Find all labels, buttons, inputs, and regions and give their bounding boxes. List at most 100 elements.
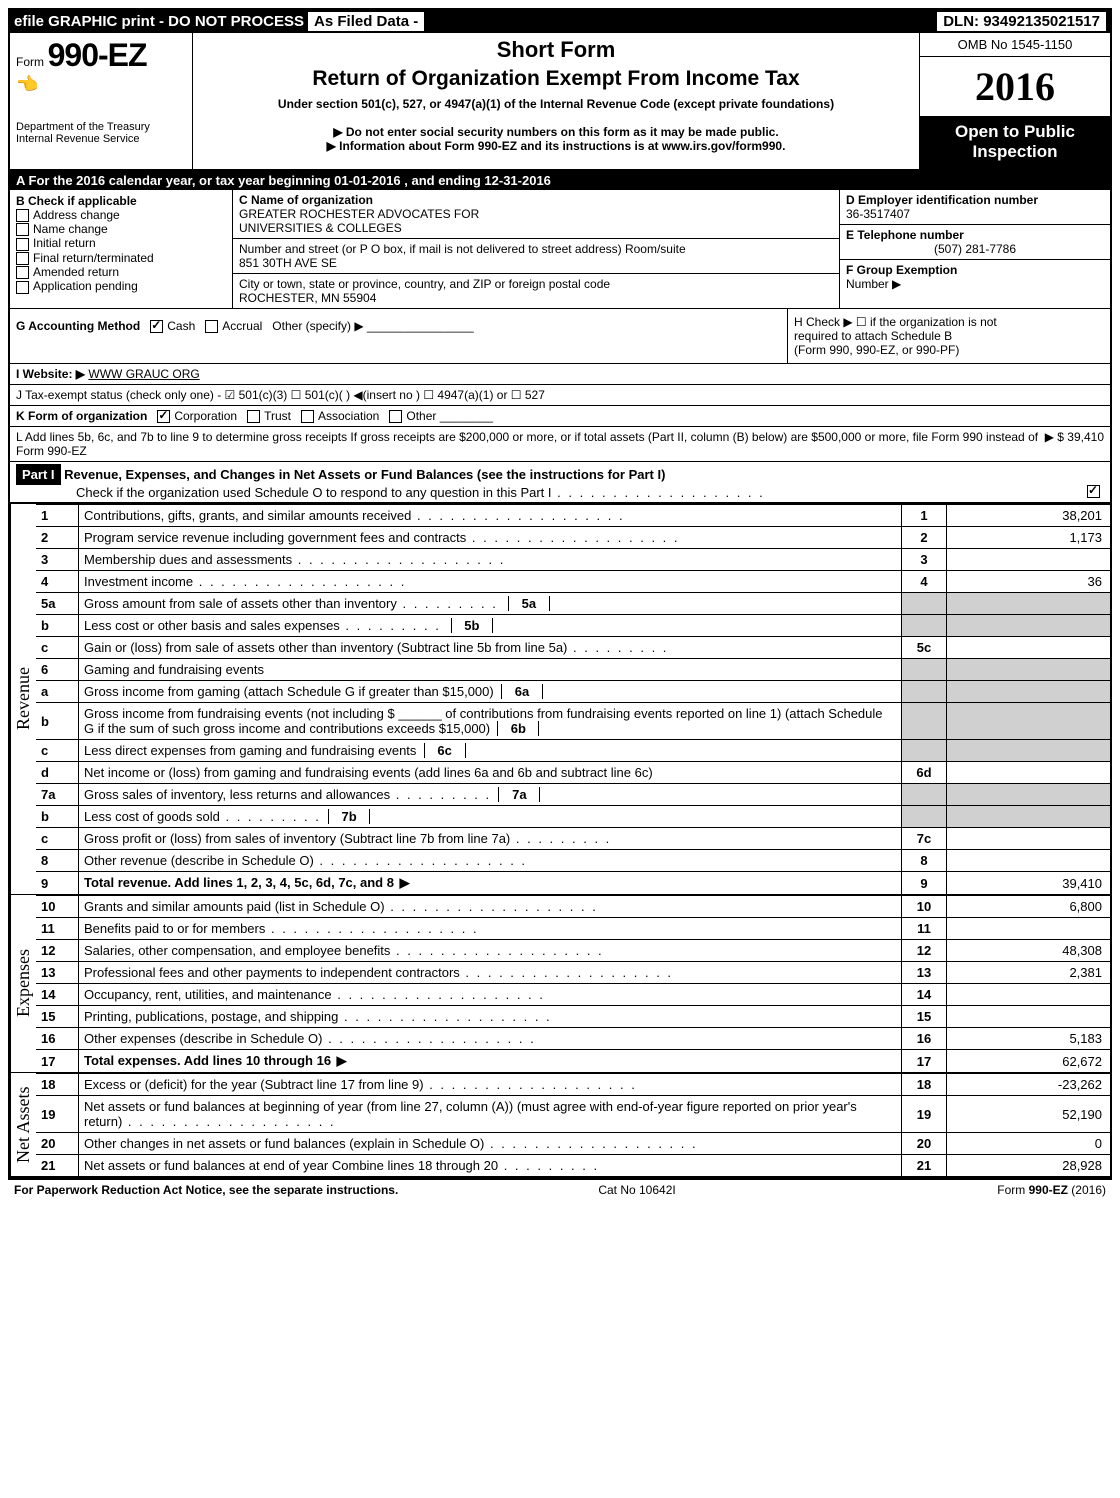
chk-cash[interactable] xyxy=(150,320,163,333)
form-number: 990-EZ xyxy=(48,37,147,73)
lrn: 7c xyxy=(902,828,947,850)
lrn: 17 xyxy=(902,1050,947,1073)
lrn: 8 xyxy=(902,850,947,872)
b-item-3: Final return/terminated xyxy=(33,251,154,265)
part1-check: Check if the organization used Schedule … xyxy=(76,485,765,500)
revenue-section: Revenue 1Contributions, gifts, grants, a… xyxy=(10,503,1110,894)
dln-label: DLN: 93492135021517 xyxy=(937,12,1106,31)
ln: 12 xyxy=(36,940,79,962)
c-city-label: City or town, state or province, country… xyxy=(239,277,833,291)
footer-left: For Paperwork Reduction Act Notice, see … xyxy=(14,1183,398,1197)
ln: 2 xyxy=(36,527,79,549)
lv: 39,410 xyxy=(947,872,1111,895)
chk-final[interactable] xyxy=(16,252,29,265)
lv: 28,928 xyxy=(947,1155,1111,1177)
lrn xyxy=(902,681,947,703)
lrn xyxy=(902,703,947,740)
lv xyxy=(947,984,1111,1006)
instr-2: ▶ Information about Form 990-EZ and its … xyxy=(201,139,911,153)
lv: 6,800 xyxy=(947,896,1111,918)
lv xyxy=(947,740,1111,762)
header-right: OMB No 1545-1150 2016 Open to Public Ins… xyxy=(919,33,1110,169)
ln: b xyxy=(36,806,79,828)
sc: 6b xyxy=(497,721,539,736)
ln: 15 xyxy=(36,1006,79,1028)
lv xyxy=(947,549,1111,571)
chk-name[interactable] xyxy=(16,223,29,236)
lrn: 16 xyxy=(902,1028,947,1050)
ld: Net assets or fund balances at end of ye… xyxy=(79,1155,902,1177)
part1-title: Revenue, Expenses, and Changes in Net As… xyxy=(64,467,665,482)
sc: 5b xyxy=(451,618,493,633)
lv: 0 xyxy=(947,1133,1111,1155)
ld: Grants and similar amounts paid (list in… xyxy=(79,896,902,918)
b-item-2: Initial return xyxy=(33,236,96,250)
netassets-table: 18Excess or (deficit) for the year (Subt… xyxy=(36,1073,1110,1176)
e-label: E Telephone number xyxy=(846,228,1104,242)
c-street: 851 30TH AVE SE xyxy=(239,256,833,270)
sc: 7b xyxy=(328,809,370,824)
lrn xyxy=(902,784,947,806)
lrn: 4 xyxy=(902,571,947,593)
ld: Other expenses (describe in Schedule O) xyxy=(79,1028,902,1050)
lrn: 20 xyxy=(902,1133,947,1155)
ld: Contributions, gifts, grants, and simila… xyxy=(79,505,902,527)
chk-part1[interactable] xyxy=(1087,485,1100,498)
ld: Total revenue. Add lines 1, 2, 3, 4, 5c,… xyxy=(84,875,412,890)
ld: Other changes in net assets or fund bala… xyxy=(79,1133,902,1155)
row-i: I Website: ▶ WWW GRAUC ORG xyxy=(10,364,1110,385)
lv xyxy=(947,1006,1111,1028)
ln: c xyxy=(36,828,79,850)
chk-accrual[interactable] xyxy=(205,320,218,333)
f-label: F Group Exemption xyxy=(846,263,957,277)
c-street-label: Number and street (or P O box, if mail i… xyxy=(239,242,833,256)
k-assoc: Association xyxy=(318,409,379,423)
chk-pending[interactable] xyxy=(16,281,29,294)
ln: d xyxy=(36,762,79,784)
ln: 6 xyxy=(36,659,79,681)
lv: 36 xyxy=(947,571,1111,593)
row-l: L Add lines 5b, 6c, and 7b to line 9 to … xyxy=(10,427,1110,462)
lv: 62,672 xyxy=(947,1050,1111,1073)
chk-assoc[interactable] xyxy=(301,410,314,423)
chk-initial[interactable] xyxy=(16,238,29,251)
ln: 13 xyxy=(36,962,79,984)
chk-other-org[interactable] xyxy=(389,410,402,423)
form-container: efile GRAPHIC print - DO NOT PROCESS As … xyxy=(8,8,1112,1178)
b-item-0: Address change xyxy=(33,208,120,222)
sc: 5a xyxy=(508,596,550,611)
ln: 1 xyxy=(36,505,79,527)
ld: Gain or (loss) from sale of assets other… xyxy=(79,637,902,659)
ld: Less cost or other basis and sales expen… xyxy=(84,618,441,633)
d-value: 36-3517407 xyxy=(846,207,1104,221)
c-label: C Name of organization xyxy=(239,193,833,207)
ln: 20 xyxy=(36,1133,79,1155)
lv xyxy=(947,918,1111,940)
lrn: 9 xyxy=(902,872,947,895)
g-accrual: Accrual xyxy=(222,319,262,333)
lrn: 14 xyxy=(902,984,947,1006)
ld: Less direct expenses from gaming and fun… xyxy=(84,743,416,758)
lv: 1,173 xyxy=(947,527,1111,549)
ln: c xyxy=(36,740,79,762)
ln: 11 xyxy=(36,918,79,940)
chk-trust[interactable] xyxy=(247,410,260,423)
row-gh: G Accounting Method Cash Accrual Other (… xyxy=(10,309,1110,364)
chk-corp[interactable] xyxy=(157,410,170,423)
lrn: 6d xyxy=(902,762,947,784)
footer: For Paperwork Reduction Act Notice, see … xyxy=(8,1178,1112,1200)
lrn xyxy=(902,659,947,681)
lv xyxy=(947,784,1111,806)
g-other: Other (specify) ▶ xyxy=(272,319,363,333)
ld: Gross sales of inventory, less returns a… xyxy=(84,787,491,802)
revenue-table: 1Contributions, gifts, grants, and simil… xyxy=(36,504,1110,894)
lrn xyxy=(902,615,947,637)
h-text1: H Check ▶ ☐ if the organization is not xyxy=(794,315,1104,329)
lv xyxy=(947,850,1111,872)
tax-year: 2016 xyxy=(920,57,1110,116)
f-label2: Number ▶ xyxy=(846,277,1104,291)
c-city: ROCHESTER, MN 55904 xyxy=(239,291,833,305)
chk-address[interactable] xyxy=(16,209,29,222)
chk-amended[interactable] xyxy=(16,266,29,279)
row-k: K Form of organization Corporation Trust… xyxy=(10,406,1110,427)
